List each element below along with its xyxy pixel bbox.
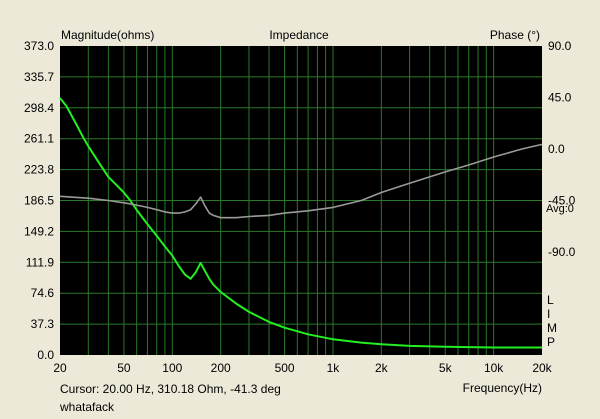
y-right-tick-label: -45.0 [548, 194, 576, 208]
side-letter: M [547, 321, 557, 335]
x-tick-label: 100 [162, 361, 182, 375]
x-tick-label: 20 [53, 361, 67, 375]
y-left-tick-label: 74.6 [31, 286, 55, 300]
y-left-tick-label: 373.0 [24, 39, 54, 53]
avg-label: Avg:0 [546, 203, 574, 215]
y-right-tick-label: -90.0 [548, 245, 576, 259]
chart-title: Impedance [269, 28, 329, 42]
series-layer [59, 97, 543, 349]
side-letter: L [547, 293, 554, 307]
y-left-tick-label: 298.4 [24, 101, 54, 115]
y-left-tick-label: 186.5 [24, 194, 54, 208]
right-axis-title: Phase (°) [490, 28, 540, 42]
x-tick-label: 20k [532, 361, 552, 375]
x-tick-label: 200 [211, 361, 231, 375]
x-tick-label: 50 [117, 361, 131, 375]
x-axis-title: Frequency(Hz) [463, 381, 542, 395]
x-tick-label: 2k [375, 361, 389, 375]
y-left-tick-label: 261.1 [24, 132, 54, 146]
x-tick-label: 10k [484, 361, 504, 375]
side-letter: I [547, 307, 550, 321]
left-axis-title: Magnitude(ohms) [61, 28, 154, 42]
y-left-tick-label: 223.8 [24, 163, 54, 177]
measurement-name: whatafack [60, 400, 115, 414]
y-left-tick-label: 335.7 [24, 70, 54, 84]
x-tick-label: 5k [439, 361, 453, 375]
magnitude-series-line [59, 97, 542, 349]
y-right-tick-label: 90.0 [548, 39, 572, 53]
phase-series-line [59, 143, 543, 219]
y-left-tick-label: 0.0 [37, 348, 54, 362]
y-right-tick-label: 45.0 [548, 91, 572, 105]
side-letter: P [547, 335, 555, 349]
y-left-tick-label: 37.3 [31, 317, 55, 331]
y-left-tick-label: 111.9 [26, 255, 55, 269]
cursor-readout: Cursor: 20.00 Hz, 310.18 Ohm, -41.3 deg [60, 382, 281, 396]
axis-labels: Magnitude(ohms) Impedance Phase (°) Freq… [24, 28, 576, 395]
x-tick-label: 500 [275, 361, 295, 375]
y-right-tick-label: 0.0 [548, 142, 565, 156]
y-left-tick-label: 149.2 [24, 224, 54, 238]
x-tick-label: 1k [327, 361, 341, 375]
horizontal-grid [60, 76, 542, 325]
